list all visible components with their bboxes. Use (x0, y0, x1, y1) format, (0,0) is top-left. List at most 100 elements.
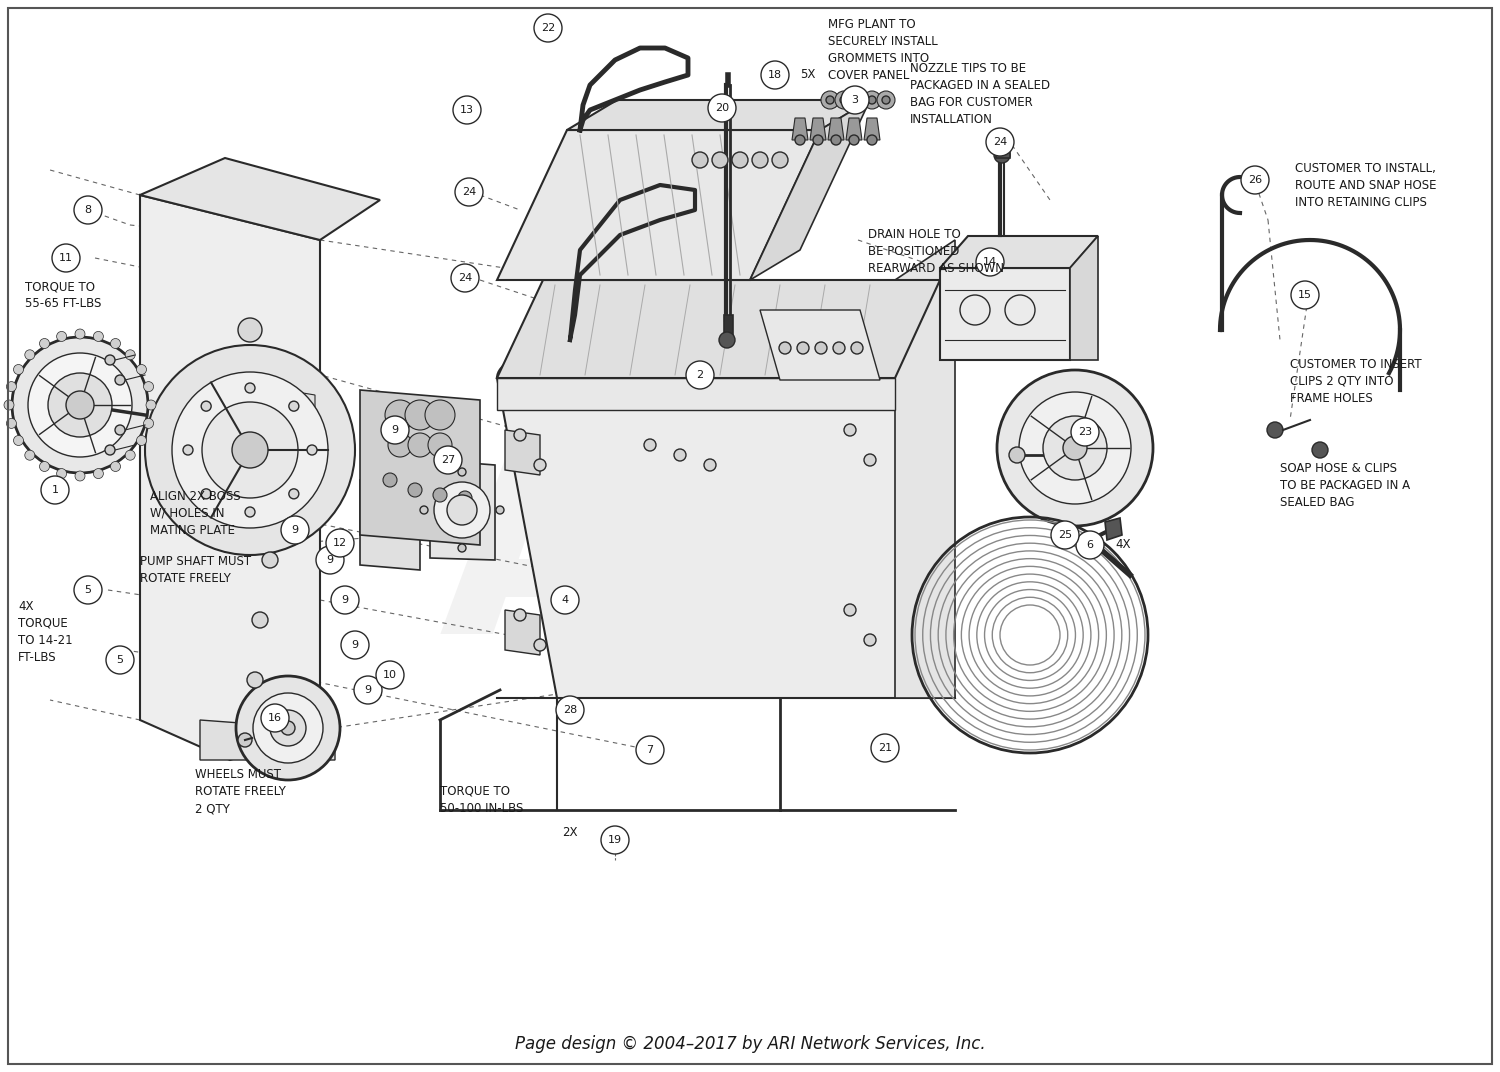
Circle shape (1292, 281, 1318, 309)
Text: 28: 28 (562, 705, 578, 715)
Circle shape (836, 91, 854, 109)
Circle shape (308, 445, 316, 455)
Polygon shape (940, 268, 1070, 360)
Text: 8: 8 (84, 205, 92, 215)
Circle shape (844, 604, 856, 616)
Circle shape (280, 516, 309, 544)
Polygon shape (792, 118, 808, 140)
Circle shape (136, 435, 147, 446)
Circle shape (453, 96, 482, 124)
Text: MFG PLANT TO
SECURELY INSTALL
GROMMETS INTO
COVER PANEL: MFG PLANT TO SECURELY INSTALL GROMMETS I… (828, 18, 938, 81)
Circle shape (514, 609, 526, 621)
Text: PUMP SHAFT MUST
ROTATE FREELY: PUMP SHAFT MUST ROTATE FREELY (140, 555, 250, 585)
Polygon shape (896, 240, 956, 698)
Circle shape (53, 244, 80, 272)
Circle shape (408, 433, 432, 457)
Circle shape (376, 661, 404, 689)
Circle shape (201, 401, 211, 412)
Circle shape (867, 135, 877, 145)
Circle shape (602, 827, 628, 854)
Circle shape (332, 586, 358, 614)
Circle shape (842, 86, 868, 114)
Circle shape (864, 455, 876, 466)
Text: 4X: 4X (1114, 538, 1131, 551)
Circle shape (433, 446, 462, 474)
Text: 10: 10 (382, 670, 398, 680)
Circle shape (28, 353, 132, 457)
Circle shape (146, 400, 156, 410)
Circle shape (74, 196, 102, 224)
Text: WHEELS MUST
ROTATE FREELY
2 QTY: WHEELS MUST ROTATE FREELY 2 QTY (195, 768, 286, 815)
Circle shape (236, 676, 340, 780)
Circle shape (795, 135, 806, 145)
Text: 14: 14 (982, 257, 998, 267)
Circle shape (821, 91, 839, 109)
Text: 27: 27 (441, 455, 454, 465)
Circle shape (1019, 392, 1131, 504)
Circle shape (849, 91, 867, 109)
Circle shape (1312, 442, 1328, 458)
Polygon shape (496, 378, 956, 698)
Polygon shape (846, 118, 862, 140)
Circle shape (998, 370, 1154, 526)
Circle shape (1064, 436, 1088, 460)
Circle shape (124, 349, 135, 360)
Polygon shape (724, 315, 734, 340)
Text: 2X: 2X (562, 825, 578, 838)
Circle shape (340, 631, 369, 659)
Circle shape (760, 61, 789, 89)
Circle shape (878, 91, 896, 109)
Circle shape (238, 378, 262, 402)
Text: 4: 4 (561, 595, 568, 605)
Circle shape (458, 468, 466, 476)
Circle shape (248, 672, 262, 688)
Circle shape (1052, 521, 1078, 549)
Polygon shape (496, 378, 896, 410)
Text: 24: 24 (993, 137, 1006, 147)
Text: 1: 1 (51, 485, 58, 495)
Circle shape (262, 552, 278, 568)
Polygon shape (360, 390, 480, 545)
Text: 24: 24 (458, 273, 472, 283)
Text: 9: 9 (392, 425, 399, 435)
Circle shape (252, 612, 268, 628)
Circle shape (270, 710, 306, 746)
Circle shape (66, 391, 94, 419)
Circle shape (26, 349, 34, 360)
Circle shape (6, 418, 16, 429)
Circle shape (111, 461, 120, 472)
Circle shape (105, 445, 116, 455)
Circle shape (136, 364, 147, 374)
Circle shape (244, 383, 255, 393)
Circle shape (26, 450, 34, 460)
Circle shape (388, 433, 412, 457)
Circle shape (290, 489, 298, 498)
Circle shape (57, 468, 66, 478)
Circle shape (13, 364, 24, 374)
Circle shape (386, 400, 416, 430)
Circle shape (326, 528, 354, 557)
Circle shape (106, 646, 134, 674)
Circle shape (864, 634, 876, 646)
Text: TORQUE TO
55-65 FT-LBS: TORQUE TO 55-65 FT-LBS (26, 280, 102, 310)
Circle shape (111, 339, 120, 348)
Circle shape (124, 450, 135, 460)
Circle shape (424, 400, 454, 430)
Text: 5: 5 (84, 585, 92, 595)
Circle shape (833, 342, 844, 354)
Polygon shape (567, 100, 870, 130)
Polygon shape (140, 158, 380, 240)
Circle shape (40, 476, 69, 504)
Polygon shape (1070, 236, 1098, 360)
Circle shape (556, 696, 584, 724)
Circle shape (75, 471, 86, 481)
Circle shape (686, 361, 714, 389)
Circle shape (39, 461, 50, 472)
Polygon shape (140, 195, 320, 760)
Circle shape (1240, 166, 1269, 194)
Circle shape (853, 96, 862, 104)
Circle shape (183, 445, 194, 455)
Circle shape (238, 733, 252, 747)
Circle shape (850, 342, 862, 354)
Circle shape (862, 91, 880, 109)
